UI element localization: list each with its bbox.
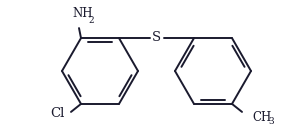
Text: Cl: Cl bbox=[50, 107, 64, 120]
Text: 3: 3 bbox=[268, 117, 274, 126]
Text: CH: CH bbox=[252, 111, 271, 124]
Text: NH: NH bbox=[73, 7, 93, 20]
Text: 2: 2 bbox=[88, 16, 94, 25]
Text: S: S bbox=[152, 31, 161, 44]
